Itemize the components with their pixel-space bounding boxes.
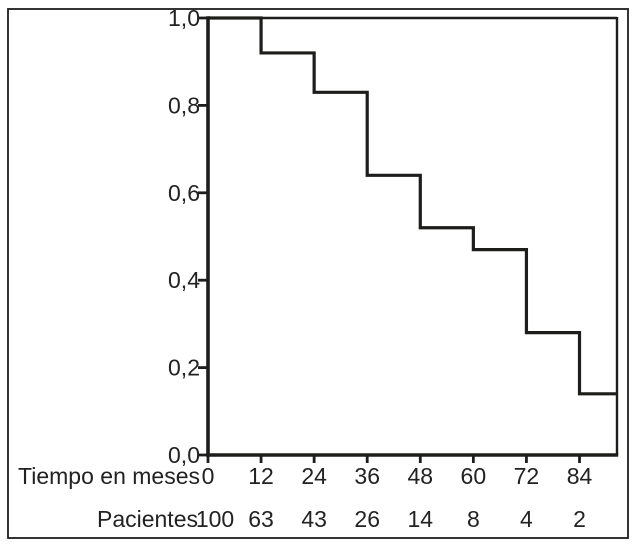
at-risk-row-label: Pacientes — [97, 506, 198, 532]
y-tick-label: 0,8 — [168, 92, 200, 118]
at-risk-count: 100 — [196, 506, 234, 532]
at-risk-count: 4 — [520, 506, 533, 532]
x-tick-label: 48 — [407, 463, 433, 489]
x-tick-label: 24 — [301, 463, 327, 489]
at-risk-count: 2 — [573, 506, 586, 532]
y-tick-label: 0,4 — [168, 267, 200, 293]
at-risk-count: 14 — [407, 506, 433, 532]
x-tick-label: 84 — [567, 463, 593, 489]
x-tick-label: 60 — [461, 463, 487, 489]
x-tick-label: 0 — [202, 463, 215, 489]
at-risk-count: 26 — [354, 506, 380, 532]
x-tick-label: 36 — [354, 463, 380, 489]
at-risk-count: 43 — [301, 506, 327, 532]
y-tick-label: 0,0 — [168, 442, 200, 468]
x-tick-label: 12 — [248, 463, 274, 489]
y-tick-label: 1,0 — [168, 5, 200, 31]
figure-border — [7, 8, 629, 539]
y-tick-label: 0,2 — [168, 355, 200, 381]
survival-curve — [208, 16, 618, 396]
x-axis-title: Tiempo en meses — [18, 463, 200, 489]
x-tick-label: 72 — [514, 463, 540, 489]
y-tick-label: 0,6 — [168, 180, 200, 206]
at-risk-count: 8 — [467, 506, 480, 532]
at-risk-count: 63 — [248, 506, 274, 532]
